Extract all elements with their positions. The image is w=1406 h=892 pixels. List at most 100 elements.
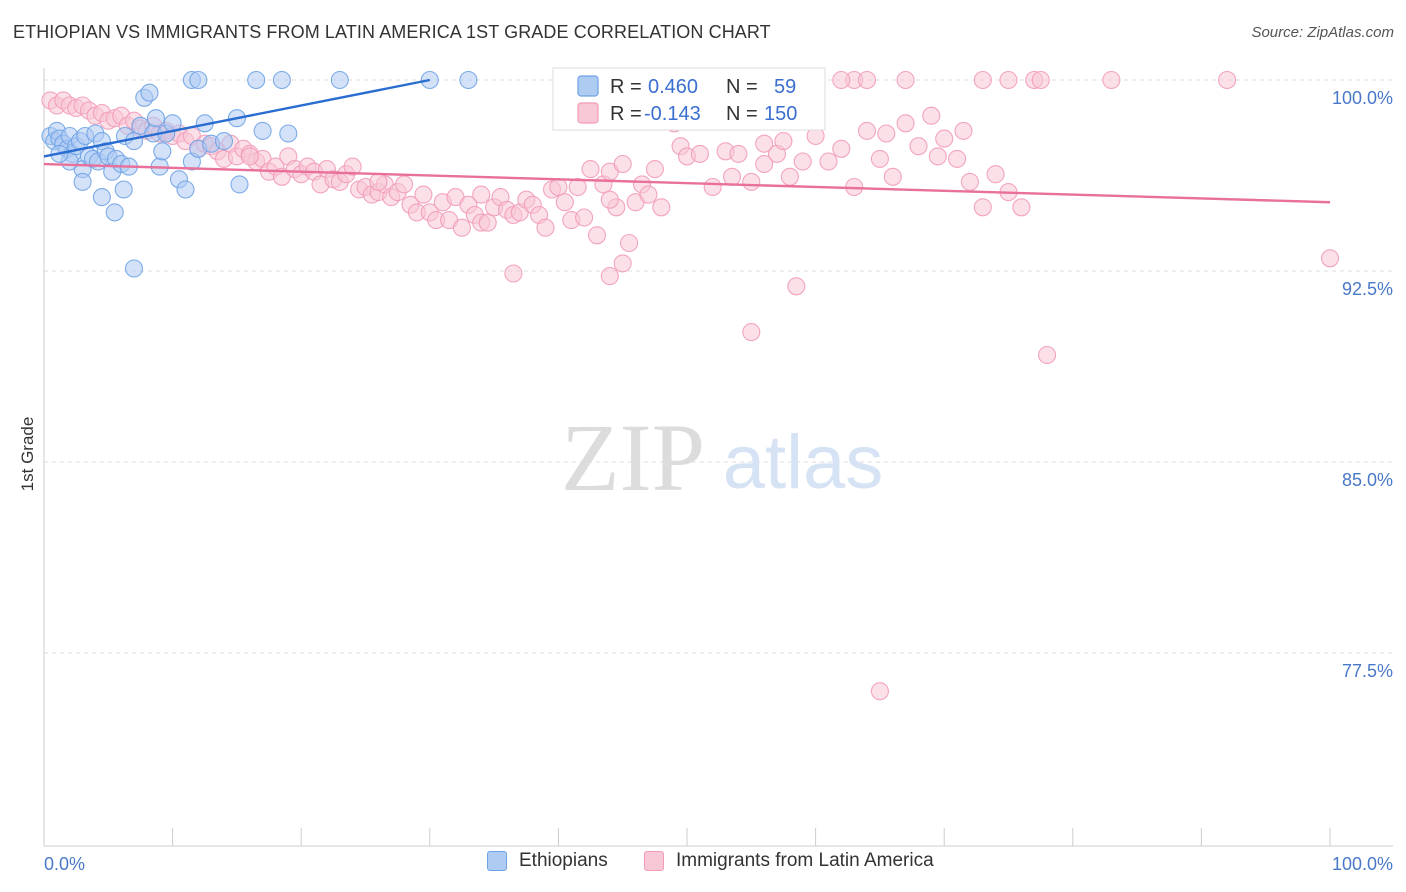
ethiopian-point-50	[153, 142, 172, 161]
legend-label-latin-america: Immigrants from Latin America	[676, 850, 934, 871]
legend-r-label-2: R =	[610, 103, 642, 125]
ethiopian-point-42	[230, 175, 249, 194]
latin-america-point-68	[478, 213, 497, 232]
ethiopian-point-40	[253, 121, 272, 140]
latin-america-point-146	[369, 172, 388, 191]
latin-america-point-64	[452, 218, 471, 237]
latin-america-point-143	[896, 70, 915, 90]
legend-item-latin-america[interactable]: Immigrants from Latin America	[644, 850, 934, 872]
y-tick-label-0: 100.0%	[1332, 88, 1393, 108]
ethiopian-point-58	[459, 70, 478, 90]
latin-america-points	[41, 70, 1340, 701]
ethiopian-point-44	[92, 188, 111, 207]
legend-r-value-1: 0.460	[648, 76, 698, 98]
legend-r-label-1: R =	[610, 76, 642, 98]
latin-america-point-153	[1012, 198, 1031, 217]
legend-swatch-ethiopians	[577, 75, 599, 97]
latin-america-point-114	[857, 121, 877, 140]
ethiopian-point-49	[146, 109, 165, 128]
latin-america-point-102	[722, 167, 742, 186]
latin-america-point-121	[948, 149, 967, 168]
ethiopian-trend-line	[43, 78, 431, 158]
stats-legend: R = 0.460 N = 59 R = -0.143 N = 150	[552, 67, 826, 131]
latin-america-point-128	[613, 254, 632, 273]
latin-america-point-112	[832, 139, 851, 158]
latin-america-point-119	[922, 106, 941, 125]
latin-america-point-111	[819, 152, 838, 171]
y-tick-label-3: 77.5%	[1342, 661, 1393, 681]
latin-america-point-142	[1031, 70, 1050, 90]
latin-america-point-58	[414, 185, 433, 204]
ethiopian-point-41	[279, 124, 298, 143]
ethiopian-point-55	[272, 70, 291, 90]
gridlines	[44, 79, 1393, 654]
latin-america-point-152	[954, 121, 973, 140]
ethiopian-point-45	[105, 203, 124, 222]
latin-america-point-83	[575, 208, 594, 227]
series-legend: Ethiopians Immigrants from Latin America	[0, 850, 1406, 878]
latin-america-point-135	[1218, 70, 1237, 90]
latin-america-point-107	[774, 132, 793, 151]
legend-r-value-2: -0.143	[644, 103, 701, 125]
legend-n-value-2: 150	[764, 103, 797, 125]
latin-america-point-144	[832, 70, 851, 90]
latin-america-point-150	[877, 124, 896, 143]
latin-america-point-84	[581, 160, 600, 179]
latin-america-point-82	[568, 177, 587, 197]
latin-america-point-55	[395, 175, 414, 194]
legend-n-label-2: N =	[726, 103, 758, 125]
latin-america-point-90	[620, 233, 639, 253]
chart-title: ETHIOPIAN VS IMMIGRANTS FROM LATIN AMERI…	[13, 22, 771, 42]
latin-america-point-80	[555, 193, 574, 212]
ethiopian-point-56	[330, 70, 349, 90]
latin-america-point-136	[1320, 249, 1340, 268]
x-tick-labels: 0.0% 100.0%	[44, 854, 1393, 874]
latin-america-point-79	[549, 177, 568, 197]
latin-america-point-47	[343, 157, 362, 176]
latin-america-point-118	[909, 137, 928, 156]
latin-america-point-127	[600, 267, 619, 286]
trend-lines	[43, 78, 1331, 204]
latin-america-point-123	[973, 198, 992, 217]
watermark: ZIP atlas	[561, 404, 883, 511]
latin-america-point-89	[613, 154, 632, 174]
latin-america-point-141	[857, 70, 877, 90]
ethiopian-point-27	[140, 83, 159, 102]
latin-america-point-122	[960, 172, 979, 191]
watermark-atlas: atlas	[723, 420, 884, 505]
chart-source: Source: ZipAtlas.com	[1251, 24, 1394, 41]
latin-america-point-93	[639, 185, 658, 204]
latin-america-point-99	[690, 144, 709, 163]
latin-america-point-95	[652, 198, 671, 217]
ethiopian-point-46	[114, 180, 133, 199]
ethiopian-point-38	[214, 132, 234, 151]
x-tick-label-1: 100.0%	[1332, 854, 1393, 874]
ethiopian-point-53	[189, 70, 208, 90]
ethiopian-point-54	[247, 70, 266, 90]
latin-america-point-151	[928, 147, 947, 166]
latin-america-point-109	[793, 152, 812, 171]
x-tick-label-0: 0.0%	[44, 854, 85, 874]
latin-america-point-105	[755, 134, 774, 153]
latin-america-point-120	[935, 129, 954, 148]
latin-america-point-129	[787, 277, 806, 296]
legend-swatch-latin-america-bottom	[644, 851, 664, 871]
legend-swatch-latin-america	[577, 102, 599, 124]
y-tick-label-1: 92.5%	[1342, 279, 1393, 299]
latin-america-point-130	[742, 323, 761, 342]
latin-america-point-145	[240, 147, 259, 166]
latin-america-point-100	[703, 177, 722, 197]
latin-america-point-147	[472, 185, 491, 204]
legend-item-ethiopians[interactable]: Ethiopians	[487, 850, 608, 872]
latin-america-point-148	[600, 190, 619, 209]
ethiopian-point-33	[176, 180, 195, 199]
latin-america-trend-line	[43, 162, 1331, 204]
latin-america-point-134	[1102, 70, 1121, 90]
latin-america-point-108	[780, 167, 799, 186]
latin-america-point-94	[645, 160, 664, 179]
ethiopian-point-24	[124, 132, 144, 151]
y-tick-labels: 100.0% 92.5% 85.0% 77.5%	[1332, 88, 1393, 681]
latin-america-point-77	[536, 218, 555, 237]
latin-america-point-116	[883, 167, 902, 186]
